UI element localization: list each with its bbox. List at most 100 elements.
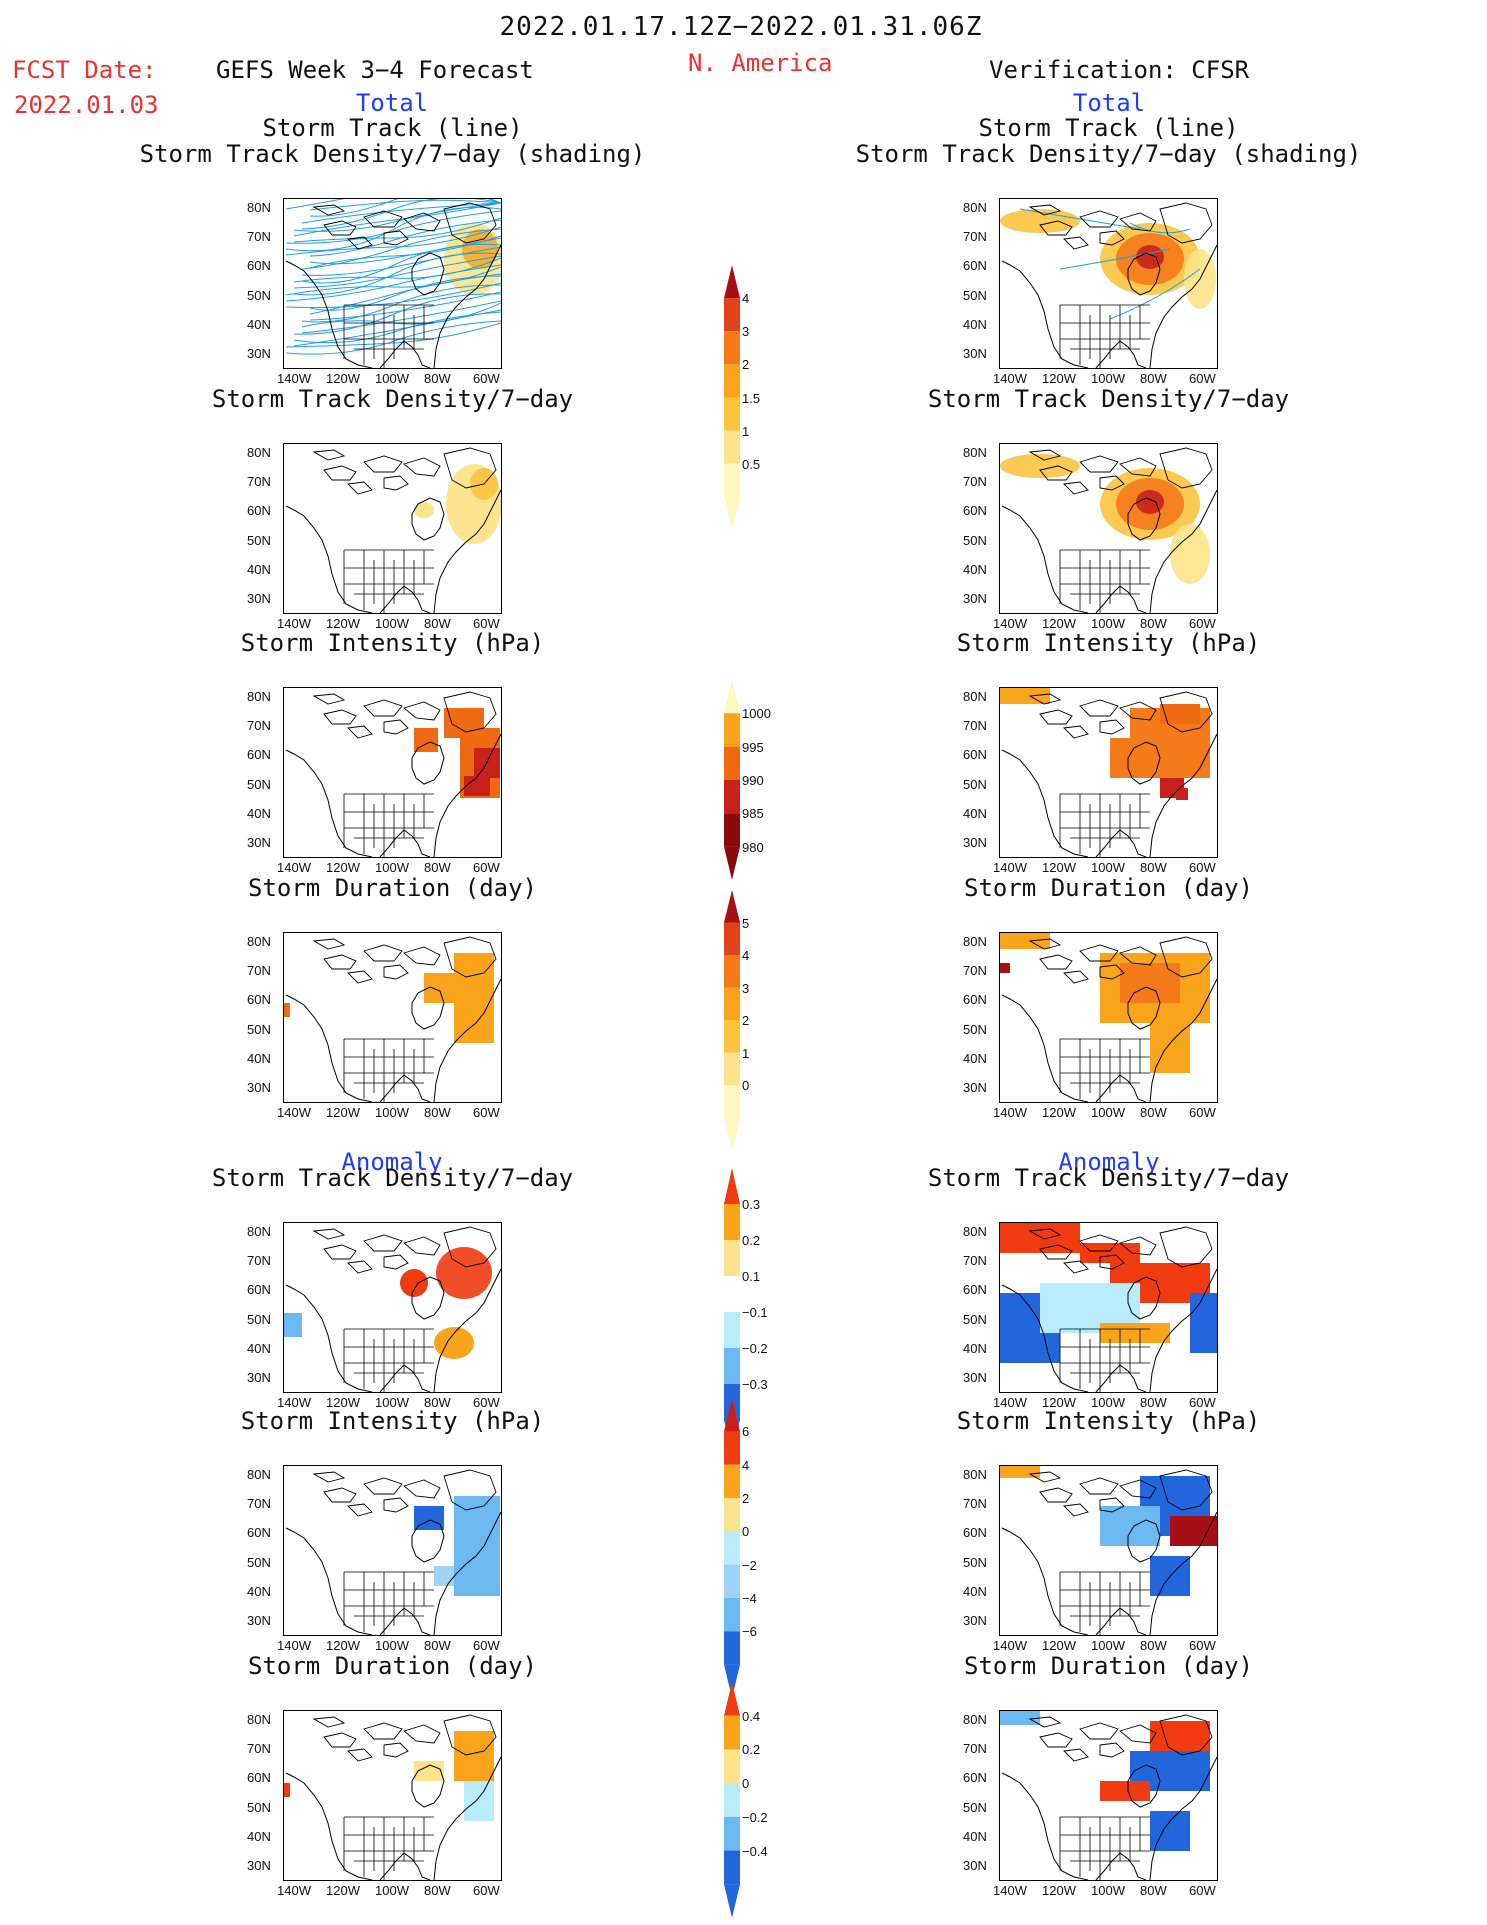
colorbar-label: −0.4 <box>742 1843 768 1859</box>
lon-label: 100W <box>375 1638 409 1653</box>
colorbar-label: 0.3 <box>742 1197 761 1212</box>
colorbar-swatch <box>724 397 740 431</box>
lon-label: 120W <box>1042 616 1076 631</box>
right-total-label: Total <box>1072 89 1146 117</box>
lat-label: 50N <box>247 1311 271 1327</box>
colorbar-label: 980 <box>742 839 764 855</box>
map-shading <box>1000 933 1217 1102</box>
lat-label: 80N <box>963 1224 987 1239</box>
lon-label: 140W <box>993 1395 1027 1410</box>
forecast-anom-duration-title: Storm Duration (day) <box>248 1652 537 1680</box>
left-total-label: Total <box>355 89 429 117</box>
lat-label: 40N <box>247 561 271 577</box>
forecast-track-map <box>283 198 502 369</box>
lon-label: 100W <box>1091 1883 1125 1898</box>
verification-anom-duration-map <box>999 1710 1218 1881</box>
colorbar-swatch <box>724 1498 740 1532</box>
lat-label: 80N <box>247 200 271 215</box>
forecast-density-map <box>283 443 502 614</box>
lon-label: 80W <box>424 1883 451 1898</box>
colorbar-label: 0.1 <box>742 1269 761 1284</box>
lon-label: 100W <box>375 1883 409 1898</box>
lon-label: 120W <box>326 616 360 631</box>
verification-duration-map <box>999 932 1218 1103</box>
lon-label: 120W <box>326 860 360 875</box>
verification-intensity-title: Storm Intensity (hPa) <box>956 629 1261 657</box>
lat-label: 30N <box>963 346 987 361</box>
lon-label: 120W <box>1042 1638 1076 1653</box>
lat-label: 50N <box>963 1311 987 1327</box>
lon-label: 120W <box>326 1638 360 1653</box>
lat-label: 70N <box>247 1741 271 1757</box>
colorbar-label: 3 <box>742 980 750 996</box>
colorbar-swatch <box>724 846 740 880</box>
lat-label: 80N <box>963 445 987 460</box>
lat-label: 70N <box>963 963 987 979</box>
lon-label: 60W <box>1189 1883 1216 1898</box>
lat-label: 60N <box>963 747 987 763</box>
colorbar-label: 985 <box>742 806 764 822</box>
lon-label: 80W <box>424 371 451 386</box>
lat-label: 80N <box>963 689 987 704</box>
lon-label: 140W <box>993 616 1027 631</box>
forecast-anom-intensity-map <box>283 1465 502 1636</box>
colorbar-intensity-anom <box>724 1398 740 1698</box>
forecast-anom-duration-map <box>283 1710 502 1881</box>
verification-density-map <box>999 443 1218 614</box>
lat-label: 50N <box>963 1021 987 1037</box>
colorbar-swatch <box>724 1464 740 1498</box>
forecast-track-title: Storm Track Density/7−day (shading) <box>139 140 646 168</box>
lat-label: 50N <box>247 287 271 303</box>
colorbar-label: 4 <box>742 948 750 963</box>
lat-label: 70N <box>247 963 271 979</box>
lon-label: 100W <box>1091 1105 1125 1120</box>
colorbar-label: −0.3 <box>742 1377 768 1392</box>
lat-label: 70N <box>247 1496 271 1512</box>
forecast-anom-density-map <box>283 1222 502 1393</box>
forecast-anom-density-title: Storm Track Density/7−day <box>211 1164 574 1192</box>
colorbar-label: 1 <box>742 423 750 439</box>
colorbar-swatch <box>724 496 740 530</box>
colorbar-duration-total <box>724 890 740 1150</box>
lon-label: 100W <box>375 1105 409 1120</box>
colorbar-label: −6 <box>742 1624 757 1640</box>
lon-label: 80W <box>1140 1105 1167 1120</box>
lat-label: 80N <box>247 1224 271 1239</box>
colorbar-swatch <box>724 1085 740 1118</box>
colorbar-swatch <box>724 1884 740 1918</box>
lat-label: 70N <box>247 474 271 490</box>
lat-label: 30N <box>247 346 271 361</box>
colorbar-label: −2 <box>742 1557 757 1573</box>
lat-label: 40N <box>963 1340 987 1356</box>
colorbar-swatch <box>724 364 740 398</box>
lon-label: 60W <box>1189 860 1216 875</box>
colorbar-swatch <box>724 780 740 814</box>
colorbar-swatch <box>724 1312 740 1348</box>
lat-label: 60N <box>963 992 987 1008</box>
lon-label: 140W <box>277 371 311 386</box>
forecast-anom-intensity-title: Storm Intensity (hPa) <box>240 1407 545 1435</box>
colorbar-swatch <box>724 955 740 988</box>
lat-label: 70N <box>963 1741 987 1757</box>
lat-label: 40N <box>247 316 271 332</box>
lat-label: 60N <box>963 503 987 519</box>
lat-label: 70N <box>247 1253 271 1269</box>
colorbar-label: 2 <box>742 1491 750 1506</box>
lat-label: 70N <box>963 474 987 490</box>
colorbar-swatch <box>724 680 740 714</box>
lat-label: 30N <box>963 591 987 606</box>
colorbar-label: 1.5 <box>742 390 761 406</box>
lon-label: 60W <box>1189 1105 1216 1120</box>
lon-label: 140W <box>277 860 311 875</box>
lat-label: 60N <box>247 992 271 1008</box>
lat-label: 80N <box>247 1467 271 1482</box>
colorbar-swatch <box>724 430 740 464</box>
lat-label: 50N <box>963 532 987 548</box>
colorbar-swatch <box>724 265 740 299</box>
lon-label: 100W <box>1091 1395 1125 1410</box>
colorbar-label: 4 <box>742 291 750 307</box>
lon-label: 100W <box>375 860 409 875</box>
lon-label: 140W <box>277 1395 311 1410</box>
verification-track-title: Storm Track Density/7−day (shading) <box>855 140 1362 168</box>
colorbar-swatch <box>724 1204 740 1240</box>
